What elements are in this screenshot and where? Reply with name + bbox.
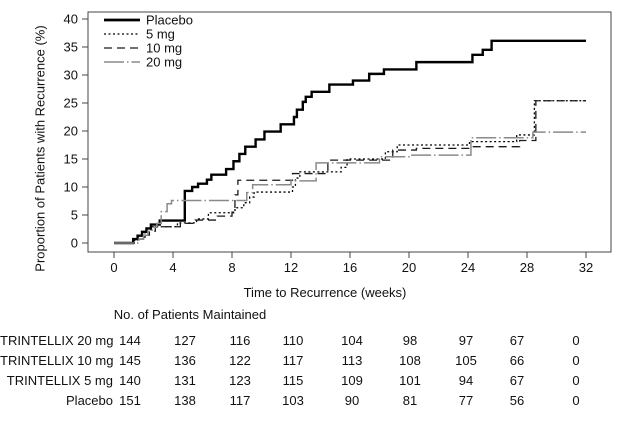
y-tick-label: 35 bbox=[64, 40, 78, 55]
risk-count: 104 bbox=[341, 333, 363, 348]
risk-count: 67 bbox=[509, 373, 525, 388]
risk-count: 97 bbox=[458, 333, 474, 348]
y-tick-label: 20 bbox=[64, 124, 78, 139]
risk-count: 117 bbox=[229, 393, 251, 408]
legend-label-placebo: Placebo bbox=[146, 13, 193, 28]
risk-count: 123 bbox=[229, 373, 251, 388]
y-tick-label: 15 bbox=[64, 152, 78, 167]
risk-count: 151 bbox=[119, 393, 141, 408]
y-tick-label: 40 bbox=[64, 12, 78, 27]
risk-count: 0 bbox=[572, 333, 580, 348]
y-tick-label: 10 bbox=[64, 180, 78, 195]
y-tick-label: 5 bbox=[71, 208, 78, 223]
risk-count: 110 bbox=[282, 333, 304, 348]
risk-count: 103 bbox=[282, 393, 304, 408]
x-tick-label: 20 bbox=[402, 260, 416, 275]
risk-count: 90 bbox=[344, 393, 360, 408]
risk-count: 101 bbox=[399, 373, 421, 388]
risk-count: 136 bbox=[174, 353, 196, 368]
risk-count: 94 bbox=[458, 373, 474, 388]
y-tick-label: 25 bbox=[64, 96, 78, 111]
risk-count: 127 bbox=[174, 333, 196, 348]
y-tick-label: 0 bbox=[71, 236, 78, 251]
x-tick-label: 8 bbox=[228, 260, 235, 275]
risk-count: 98 bbox=[402, 333, 418, 348]
risk-row-label: TRINTELLIX 10 mg bbox=[0, 353, 114, 368]
x-tick-label: 4 bbox=[169, 260, 176, 275]
series-line-20-mg bbox=[114, 131, 586, 244]
x-tick-label: 32 bbox=[579, 260, 593, 275]
x-axis-title: Time to Recurrence (weeks) bbox=[243, 285, 407, 300]
risk-count: 144 bbox=[119, 333, 141, 348]
risk-count: 122 bbox=[229, 353, 251, 368]
y-axis-title: Proportion of Patients with Recurrence (… bbox=[32, 25, 48, 272]
x-tick-label: 28 bbox=[520, 260, 534, 275]
series-line-placebo bbox=[114, 39, 586, 245]
risk-count: 138 bbox=[174, 393, 196, 408]
x-tick-label: 24 bbox=[461, 260, 475, 275]
series-line-5-mg bbox=[114, 100, 586, 244]
risk-count: 77 bbox=[458, 393, 474, 408]
risk-count: 0 bbox=[572, 353, 580, 368]
risk-row-label: TRINTELLIX 5 mg bbox=[6, 373, 113, 388]
risk-count: 56 bbox=[509, 393, 525, 408]
risk-row-label: TRINTELLIX 20 mg bbox=[0, 333, 114, 348]
x-tick-label: 0 bbox=[110, 260, 117, 275]
risk-count: 113 bbox=[341, 353, 363, 368]
legend-label-10-mg: 10 mg bbox=[146, 41, 182, 56]
risk-count: 131 bbox=[174, 373, 196, 388]
risk-count: 66 bbox=[509, 353, 525, 368]
risk-count: 109 bbox=[341, 373, 363, 388]
legend-label-5-mg: 5 mg bbox=[146, 27, 175, 42]
risk-row-label: Placebo bbox=[66, 393, 113, 408]
x-tick-label: 16 bbox=[343, 260, 357, 275]
risk-table-header: No. of Patients Maintained bbox=[113, 307, 267, 322]
risk-count: 0 bbox=[572, 373, 580, 388]
legend-label-20-mg: 20 mg bbox=[146, 55, 182, 70]
risk-count: 108 bbox=[399, 353, 421, 368]
recurrence-chart-canvas: 0 4 8 12 16 20 24 28 32 0 5 10 15 20 25 30 35 40 Placebo5 … bbox=[64, 11, 612, 275]
risk-count: 81 bbox=[402, 393, 418, 408]
risk-count: 0 bbox=[572, 393, 580, 408]
risk-count: 145 bbox=[119, 353, 141, 368]
y-tick-label: 30 bbox=[64, 68, 78, 83]
x-tick-label: 12 bbox=[284, 260, 298, 275]
risk-count: 140 bbox=[119, 373, 141, 388]
risk-count: 116 bbox=[229, 333, 251, 348]
risk-count: 117 bbox=[282, 353, 304, 368]
risk-count: 67 bbox=[509, 333, 525, 348]
risk-count: 115 bbox=[282, 373, 304, 388]
risk-count: 105 bbox=[455, 353, 477, 368]
